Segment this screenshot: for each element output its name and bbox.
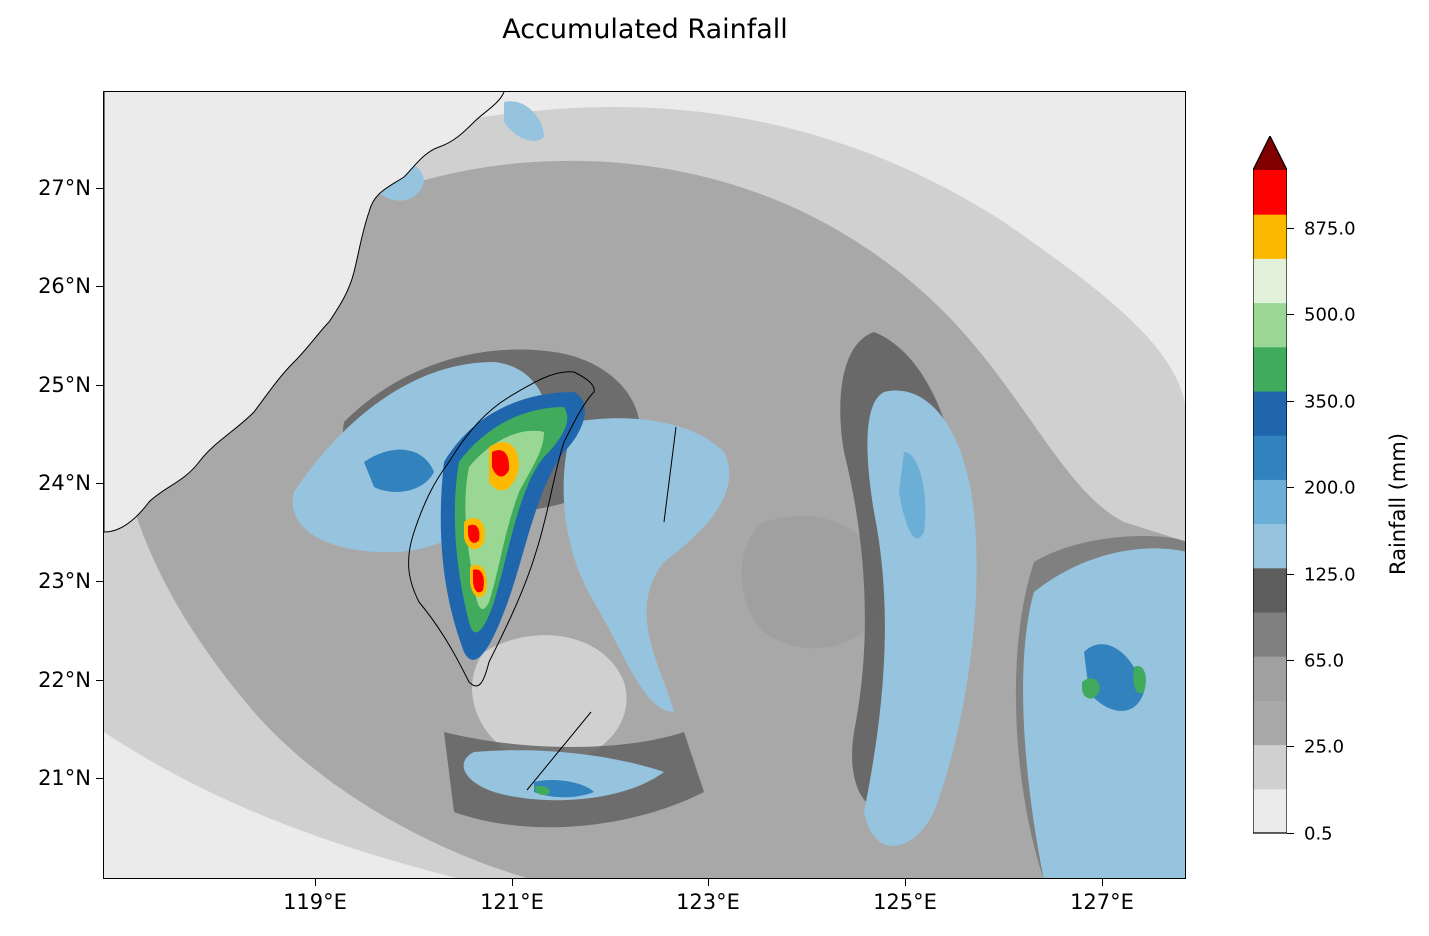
colorbar — [1253, 136, 1287, 834]
lon-label-127: 127°E — [1070, 890, 1134, 914]
xtick — [905, 879, 907, 886]
colorbar-bin — [1253, 523, 1287, 569]
cb-tick — [1287, 228, 1294, 230]
rain-350-north-3 — [504, 101, 544, 142]
cb-label-3: 125.0 — [1304, 564, 1356, 586]
taiwan-outline — [408, 371, 595, 687]
xtick — [315, 879, 317, 886]
xtick — [1102, 879, 1104, 886]
rain-400-east — [899, 452, 926, 539]
xtick — [708, 879, 710, 886]
rain-350-southeast — [1023, 548, 1185, 878]
colorbar-outline — [1253, 170, 1287, 834]
cb-label-7: 875.0 — [1304, 218, 1356, 240]
rain-400-west — [364, 449, 434, 492]
lat-label-23: 23°N — [38, 569, 91, 593]
rain-500-s — [534, 785, 550, 796]
xtick — [512, 879, 514, 886]
colorbar-bin — [1253, 170, 1287, 215]
cb-tick — [1287, 574, 1294, 576]
cb-tick — [1287, 314, 1294, 316]
lat-label-22: 22°N — [38, 668, 91, 692]
colorbar-bin — [1253, 612, 1287, 657]
cb-label-0: 0.5 — [1304, 823, 1333, 845]
lat-label-27: 27°N — [38, 176, 91, 200]
colorbar-bin — [1253, 479, 1287, 525]
cb-tick — [1287, 487, 1294, 489]
rainfall-map — [103, 91, 1186, 879]
cb-tick — [1287, 833, 1294, 835]
clearing-2 — [741, 515, 884, 649]
rain-350-band-e — [864, 390, 977, 846]
map-canvas — [104, 92, 1185, 878]
ytick — [96, 581, 103, 583]
cb-label-2: 65.0 — [1304, 650, 1345, 672]
cb-tick — [1287, 746, 1294, 748]
lon-label-123: 123°E — [676, 890, 740, 914]
cb-tick — [1287, 401, 1294, 403]
rain-core-red-1 — [492, 450, 510, 477]
lat-label-21: 21°N — [38, 766, 91, 790]
colorbar-bin — [1253, 788, 1287, 834]
colorbar-bin — [1253, 302, 1287, 348]
clearing-1 — [472, 635, 627, 764]
ytick — [96, 286, 103, 288]
rain-500-se-2 — [1133, 666, 1146, 694]
colorbar-extend-triangle — [1253, 136, 1287, 171]
colorbar-bin — [1253, 435, 1287, 480]
colorbar-bin — [1253, 214, 1287, 259]
rain-350-south — [463, 750, 664, 801]
colorbar-bin — [1253, 346, 1287, 392]
china-coastline — [104, 92, 505, 533]
track-line-2 — [526, 711, 592, 791]
colorbar-title: Rainfall (mm) — [1386, 432, 1410, 576]
cb-label-6: 500.0 — [1304, 304, 1356, 326]
ytick — [96, 385, 103, 387]
rain-400-se — [1084, 644, 1144, 711]
cb-label-1: 25.0 — [1304, 736, 1345, 758]
colorbar-bin — [1253, 258, 1287, 304]
rain-350-east — [563, 418, 730, 712]
colorbar-bin — [1253, 744, 1287, 790]
lat-label-26: 26°N — [38, 274, 91, 298]
lat-label-24: 24°N — [38, 471, 91, 495]
colorbar-bin — [1253, 700, 1287, 746]
colorbar-bin — [1253, 391, 1287, 436]
track-line-1 — [663, 426, 677, 523]
colorbar-bin — [1253, 656, 1287, 701]
rain-500-se-1 — [1082, 678, 1100, 699]
cb-label-5: 350.0 — [1304, 391, 1356, 413]
lat-label-25: 25°N — [38, 373, 91, 397]
ytick — [96, 778, 103, 780]
lon-label-119: 119°E — [283, 890, 347, 914]
cb-tick — [1287, 660, 1294, 662]
colorbar-bin — [1253, 567, 1287, 613]
rain-core-lightgreen — [465, 430, 544, 610]
rain-core-red-2 — [468, 524, 480, 543]
rain-core-red-3 — [473, 569, 484, 593]
ytick — [96, 483, 103, 485]
ytick — [96, 188, 103, 190]
cb-label-4: 200.0 — [1304, 477, 1356, 499]
lon-label-121: 121°E — [480, 890, 544, 914]
chart-title: Accumulated Rainfall — [502, 14, 788, 45]
ytick — [96, 680, 103, 682]
lon-label-125: 125°E — [873, 890, 937, 914]
